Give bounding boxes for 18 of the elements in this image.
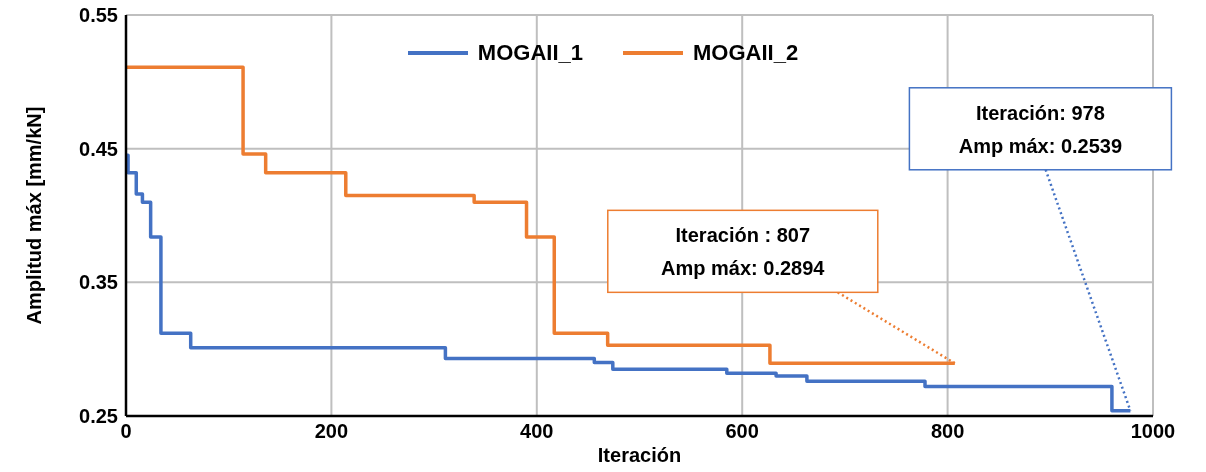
x-tick-label: 800 <box>930 420 965 443</box>
legend-label: MOGAII_1 <box>477 40 583 66</box>
x-tick-label: 400 <box>520 420 554 443</box>
callout: Iteración : 807 Amp máx: 0.2894 <box>607 209 956 365</box>
y-tick-label: 0.25 <box>79 405 118 428</box>
x-tick-label: 200 <box>314 420 349 443</box>
y-axis-title: Amplitud máx [mm/kN] <box>23 106 46 325</box>
callout: Iteración: 978 Amp máx: 0.2539 <box>908 87 1173 412</box>
y-tick-label: 0.45 <box>79 137 118 160</box>
annotation: Iteración: 978 Amp máx: 0.2539 <box>958 101 1123 157</box>
x-tick-label: 600 <box>725 420 759 443</box>
x-tick-label: 1000 <box>1130 420 1176 443</box>
x-axis-title: Iteración <box>597 444 682 466</box>
annotation: Iteración : 807 Amp máx: 0.2894 <box>661 224 826 280</box>
y-tick-label: 0.35 <box>79 271 118 294</box>
x-tick-label: 0 <box>120 420 132 443</box>
legend-label: MOGAII_2 <box>693 40 799 66</box>
y-tick-label: 0.55 <box>79 4 118 27</box>
